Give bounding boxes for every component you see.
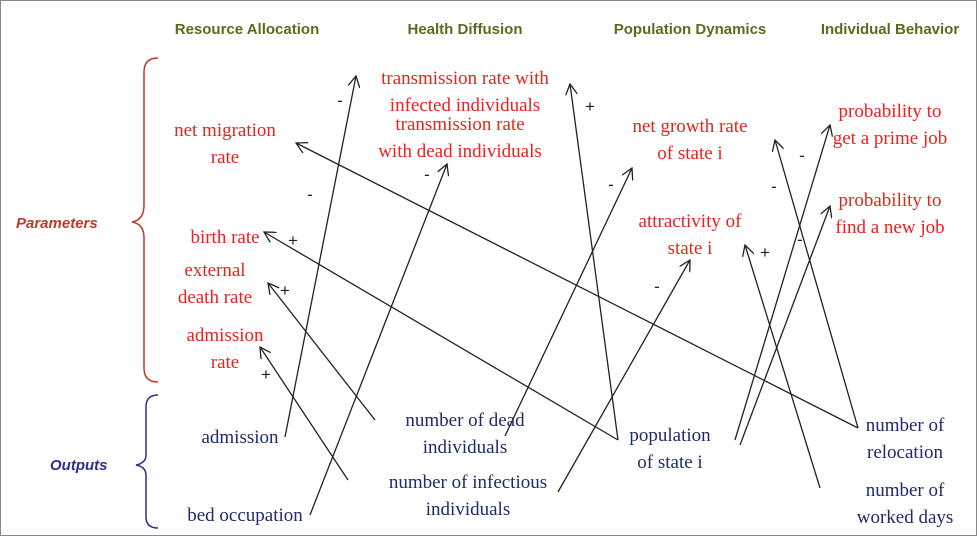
parameter-node: admission rate	[186, 325, 264, 373]
node-line: with dead individuals	[378, 141, 542, 162]
parameter-node: attractivity of state i	[639, 211, 743, 259]
node-line: admission	[186, 325, 264, 346]
node-line: attractivity of	[639, 211, 743, 232]
parameter-node: transmission rate with infected individua…	[381, 68, 549, 116]
node-line: net migration	[174, 120, 276, 141]
node-line: number of dead	[405, 410, 525, 431]
node-line: of state i	[657, 143, 722, 164]
link-sign: +	[760, 243, 770, 262]
node-line: get a prime job	[833, 128, 948, 149]
node-line: find a new job	[835, 217, 944, 238]
column-header: Population Dynamics	[614, 21, 767, 38]
group-label: Parameters	[16, 215, 98, 232]
link-sign: -	[608, 175, 614, 194]
node-line: admission	[201, 427, 279, 448]
node-line: death rate	[178, 287, 252, 308]
link-arrow	[264, 232, 619, 441]
link-arrow	[260, 347, 349, 481]
link-arrow	[570, 84, 619, 441]
link-sign: +	[280, 281, 290, 300]
parameter-node: external death rate	[178, 260, 252, 308]
node-line: number of infectious	[389, 472, 547, 493]
parameter-node: net growth rate of state i	[632, 116, 747, 164]
parameters-bracket	[131, 57, 159, 383]
link-arrow	[284, 76, 356, 438]
link-sign: -	[797, 230, 803, 249]
node-line: infected individuals	[390, 95, 540, 116]
link-sign: -	[654, 277, 660, 296]
node-line: rate	[211, 352, 239, 373]
link-arrow	[504, 168, 632, 437]
output-node: number of worked days	[857, 480, 954, 528]
node-line: rate	[211, 147, 239, 168]
parameter-node: probability to find a new job	[835, 190, 944, 238]
link-sign: +	[585, 97, 595, 116]
node-line: number of	[866, 415, 945, 436]
node-line: net growth rate	[632, 116, 747, 137]
node-line: of state i	[637, 452, 702, 473]
link-arrow	[557, 260, 690, 493]
output-node: bed occupation	[187, 505, 303, 526]
node-line: probability to	[839, 101, 942, 122]
output-node: number of relocation	[866, 415, 945, 463]
column-header: Individual Behavior	[821, 21, 960, 38]
links: - - + + - - + + - - - - +	[260, 76, 859, 516]
link-arrow	[296, 143, 859, 429]
node-line: state i	[668, 238, 713, 259]
group-label: Outputs	[50, 457, 108, 474]
node-line: bed occupation	[187, 505, 303, 526]
parameter-node: transmission rate with dead individuals	[378, 114, 542, 162]
link-sign: +	[261, 365, 271, 384]
output-node: number of infectious individuals	[389, 472, 547, 520]
link-arrow	[775, 140, 859, 429]
parameter-node: birth rate	[190, 227, 259, 248]
parameter-node: net migration rate	[174, 120, 276, 168]
link-arrow	[268, 283, 376, 421]
column-header: Health Diffusion	[408, 21, 523, 38]
nodes: transmission rate with infected individua…	[174, 68, 953, 528]
output-node: admission	[201, 427, 279, 448]
parameter-node: probability to get a prime job	[833, 101, 948, 149]
column-header: Resource Allocation	[175, 21, 319, 38]
link-sign: -	[799, 146, 805, 165]
output-node: number of dead individuals	[405, 410, 525, 458]
outputs-bracket	[135, 394, 159, 529]
link-sign: -	[307, 185, 313, 204]
node-line: number of	[866, 480, 945, 501]
output-node: population of state i	[629, 425, 711, 473]
link-arrow	[745, 245, 821, 489]
node-line: individuals	[426, 499, 510, 520]
node-line: transmission rate	[395, 114, 524, 135]
link-sign: +	[288, 231, 298, 250]
link-sign: -	[337, 91, 343, 110]
link-sign: -	[771, 177, 777, 196]
node-line: probability to	[839, 190, 942, 211]
node-line: individuals	[423, 437, 507, 458]
node-line: population	[629, 425, 711, 446]
link-sign: -	[424, 165, 430, 184]
link-arrow	[734, 125, 830, 441]
link-arrow	[309, 164, 447, 516]
node-line: relocation	[867, 442, 943, 463]
node-line: birth rate	[190, 227, 259, 248]
node-line: external	[184, 260, 245, 281]
node-line: worked days	[857, 507, 954, 528]
node-line: transmission rate with	[381, 68, 549, 89]
link-arrow	[739, 206, 830, 446]
